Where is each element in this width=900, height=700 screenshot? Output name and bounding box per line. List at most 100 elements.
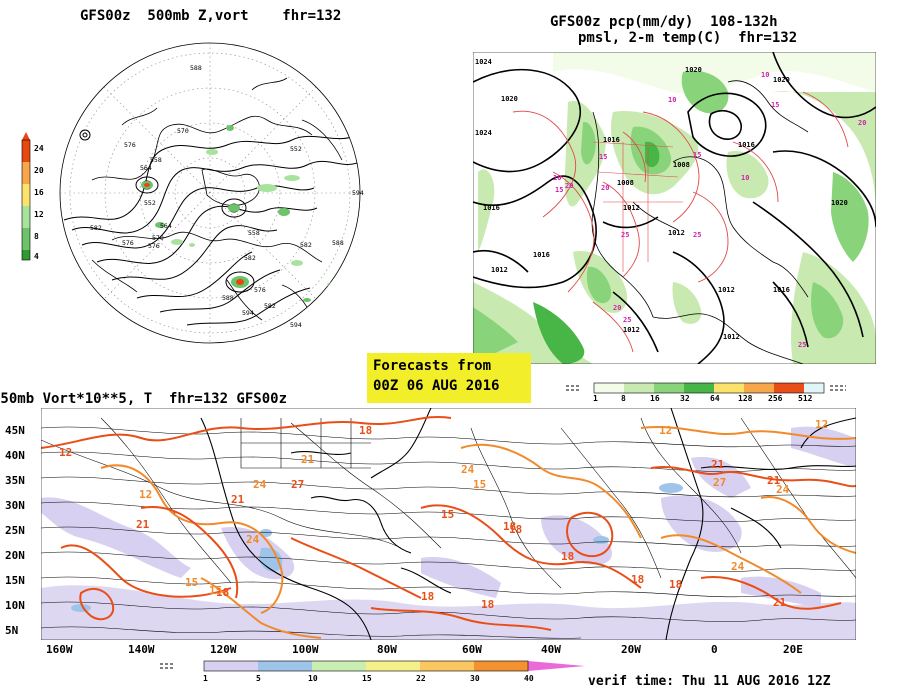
lon-label: 20W xyxy=(621,643,641,656)
isotherm-label: 27 xyxy=(713,476,726,489)
isobar-label: 1016 xyxy=(603,136,620,144)
temp-label: 15 xyxy=(693,151,701,159)
vorticity-colorbar-label: 22 xyxy=(416,674,426,683)
precip-colorbar-label: 128 xyxy=(738,394,753,403)
contour-label: 588 xyxy=(190,64,202,72)
contour-label: 564 xyxy=(140,164,152,172)
lon-label: 140W xyxy=(128,643,155,656)
precip-colorbar-graphic xyxy=(566,382,846,394)
isotherm-label: 15 xyxy=(473,478,486,491)
contour-label: 594 xyxy=(242,309,254,317)
precip-colorbar-label: 1 xyxy=(593,394,598,403)
polar-map-title: GFS00z 500mb Z,vort fhr=132 xyxy=(80,8,342,24)
precip-shading xyxy=(473,52,876,364)
precip-map-title-line1: GFS00z pcp(mm/dy) 108-132h xyxy=(550,14,778,30)
isotherm-label: 18 xyxy=(481,598,494,611)
vorticity-colorbar: 1 5 10 15 22 30 40 xyxy=(160,660,590,686)
vorticity-colorbar-label: 40 xyxy=(524,674,534,683)
contour-label: 552 xyxy=(144,199,156,207)
contour-label: 570 xyxy=(177,127,189,135)
isotherm-label: 15 xyxy=(185,576,198,589)
lat-label: 15N xyxy=(5,574,25,587)
lon-label: 20E xyxy=(783,643,803,656)
temp-label: 10 xyxy=(668,96,676,104)
temp-label: 25 xyxy=(621,231,629,239)
contour-label: 588 xyxy=(222,294,234,302)
polar-colorbar-label: 4 xyxy=(34,252,39,261)
lat-label: 35N xyxy=(5,474,25,487)
isotherm-label: 21 xyxy=(773,596,787,609)
polar-colorbar-graphic xyxy=(21,132,31,261)
isobar-label: 1012 xyxy=(491,266,508,274)
vorticity-colorbar-label: 15 xyxy=(362,674,372,683)
isobar-label: 1024 xyxy=(475,58,492,66)
isobar-label: 1012 xyxy=(623,204,640,212)
lon-label: 100W xyxy=(292,643,319,656)
temp-label: 20 xyxy=(858,119,866,127)
isotherm-label: 18 xyxy=(561,550,574,563)
contour-label: 576 xyxy=(122,239,134,247)
isotherm-label: 21 xyxy=(767,474,781,487)
isobar-label: 1024 xyxy=(475,129,492,137)
contour-label: 594 xyxy=(352,189,364,197)
precip-colorbar-label: 64 xyxy=(710,394,720,403)
lat-label: 30N xyxy=(5,499,25,512)
polar-colorbar-label: 8 xyxy=(34,232,39,241)
polar-colorbar: 24 20 16 12 8 4 xyxy=(18,128,58,268)
isotherm-label: 24 xyxy=(246,533,260,546)
contour-label: 582 xyxy=(264,302,276,310)
polar-colorbar-label: 12 xyxy=(34,210,44,219)
isotherm-label: 24 xyxy=(253,478,267,491)
temp-label: 20 xyxy=(613,304,621,312)
isotherm-label: 24 xyxy=(731,560,745,573)
isobar-label: 1020 xyxy=(773,76,790,84)
isobar-label: 1012 xyxy=(623,326,640,334)
isotherm-label: 24 xyxy=(776,483,790,496)
lat-label: 5N xyxy=(5,624,19,637)
contour-label: 576 xyxy=(124,141,136,149)
streamlines xyxy=(41,417,856,639)
isotherm-label: 18 xyxy=(359,424,372,437)
isotherm-label: 18 xyxy=(216,586,229,599)
polar-colorbar-label: 20 xyxy=(34,166,44,175)
isotherm-label: 18 xyxy=(669,578,682,591)
forecast-init-line2: 00Z 06 AUG 2016 xyxy=(373,378,500,394)
lat-label: 10N xyxy=(5,599,25,612)
isotherm-label: 15 xyxy=(441,508,454,521)
precip-colorbar-label: 16 xyxy=(650,394,660,403)
isobar-label: 1008 xyxy=(673,161,690,169)
isobar-label: 1016 xyxy=(533,251,550,259)
isotherm-label: 21 xyxy=(711,458,725,471)
temp-label: 15 xyxy=(771,101,779,109)
vorticity-colorbar-label: 1 xyxy=(203,674,208,683)
isobar-label: 1020 xyxy=(685,66,702,74)
lat-label: 45N xyxy=(5,424,25,437)
polar-coastlines xyxy=(91,77,343,321)
lon-label: 160W xyxy=(46,643,73,656)
forecast-init-box: Forecasts from 00Z 06 AUG 2016 xyxy=(367,353,531,403)
polar-contour-labels: 588 570 576 552 564 558 552 582 588 594 … xyxy=(90,64,364,329)
isotherm-label: 18 xyxy=(631,573,644,586)
isotherm-label: 12 xyxy=(815,418,828,431)
contour-label: 576 xyxy=(254,286,266,294)
lon-label: 80W xyxy=(377,643,397,656)
isotherm-label: 12 xyxy=(659,424,672,437)
tropical-map-title: 850mb Vort*10**5, T fhr=132 GFS00z xyxy=(0,391,288,407)
isobar-label: 1016 xyxy=(773,286,790,294)
contour-label: 582 xyxy=(300,241,312,249)
temp-label: 25 xyxy=(693,231,701,239)
isotherm-label: 24 xyxy=(461,463,475,476)
isobar-label: 1012 xyxy=(668,229,685,237)
precip-colorbar: 1 8 16 32 64 128 256 512 xyxy=(566,382,851,404)
isotherm-label: 21 xyxy=(231,493,245,506)
precip-colorbar-label: 32 xyxy=(680,394,690,403)
contour-label: 588 xyxy=(332,239,344,247)
temp-labels: 10 15 20 25 15 10 25 20 15 10 20 25 15 1… xyxy=(553,71,866,349)
contour-label: 576 xyxy=(148,242,160,250)
verification-time: verif time: Thu 11 AUG 2016 12Z xyxy=(588,674,831,689)
isobar-label: 1012 xyxy=(718,286,735,294)
contour-label: 558 xyxy=(248,229,260,237)
isotherm-label: 21 xyxy=(301,453,315,466)
lat-label: 25N xyxy=(5,524,25,537)
contour-label: 582 xyxy=(90,224,102,232)
